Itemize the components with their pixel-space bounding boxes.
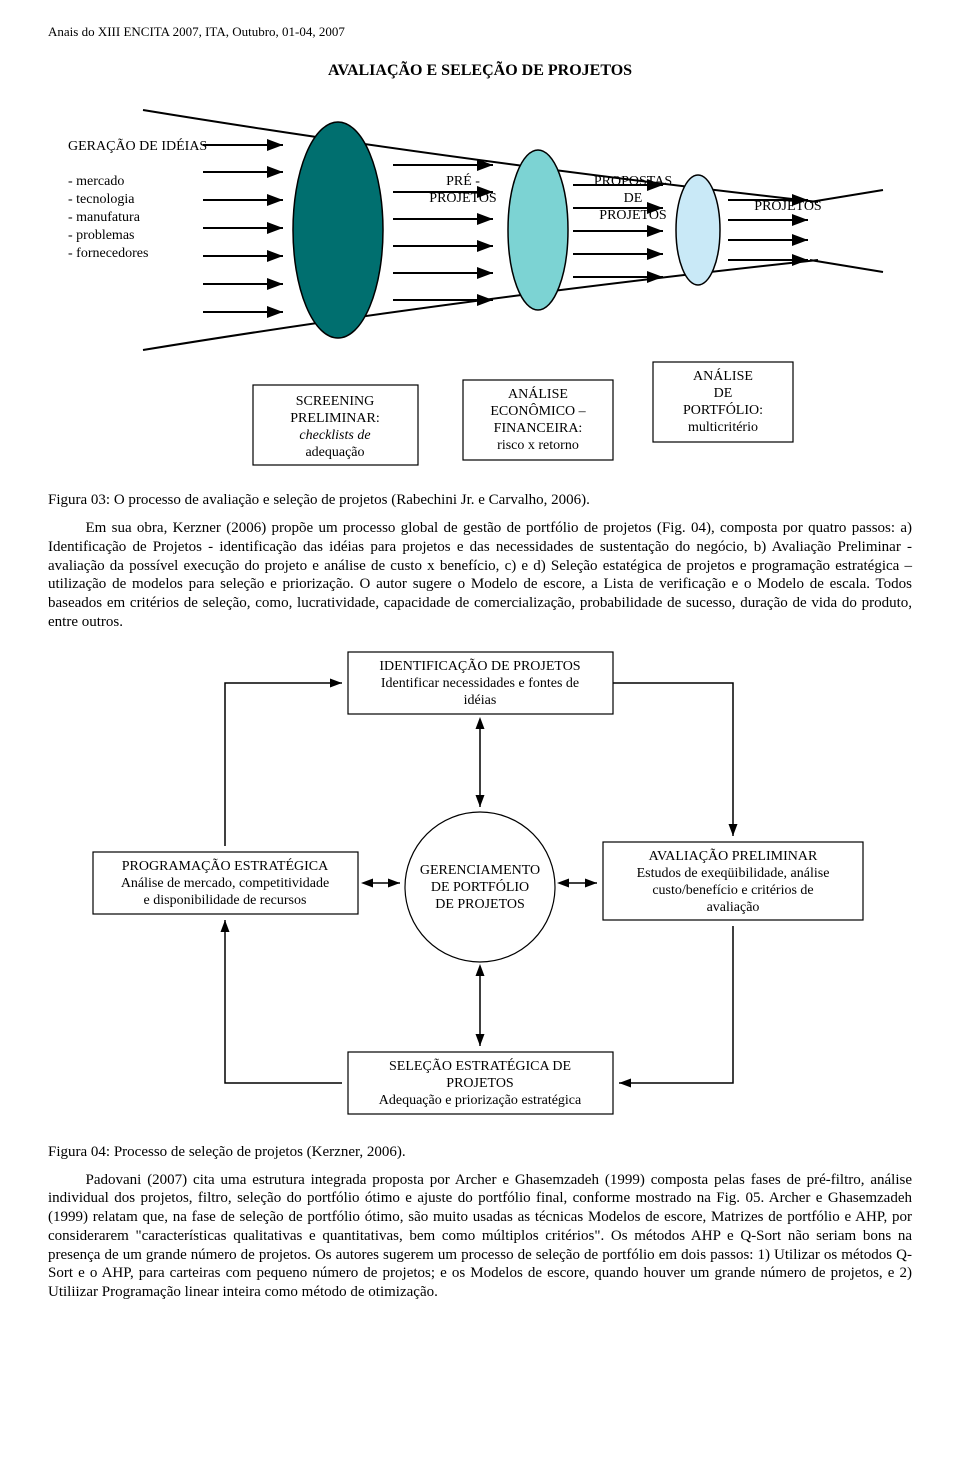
svg-text:SELEÇÃO ESTRATÉGICA DE: SELEÇÃO ESTRATÉGICA DE [389,1057,571,1074]
svg-text:AVALIAÇÃO PRELIMINAR: AVALIAÇÃO PRELIMINAR [649,848,818,864]
svg-text:ANÁLISE: ANÁLISE [693,367,753,384]
svg-text:GERENCIAMENTO: GERENCIAMENTO [420,863,540,878]
svg-text:ECONÔMICO –: ECONÔMICO – [490,402,586,419]
svg-text:PORTFÓLIO:: PORTFÓLIO: [683,401,763,418]
svg-text:DE PORTFÓLIO: DE PORTFÓLIO [431,878,529,895]
funnel-bottom-box-1: SCREENING PRELIMINAR: checklists de adeq… [253,385,418,465]
svg-text:idéias: idéias [464,693,497,708]
flowchart-diagram: IDENTIFICAÇÃO DE PROJETOS Identificar ne… [48,642,912,1132]
funnel-arrows-1 [203,145,283,312]
caption-fig04: Figura 04: Processo de seleção de projet… [48,1144,912,1161]
funnel-left-item-0: - mercado [68,174,124,189]
svg-text:FINANCEIRA:: FINANCEIRA: [494,421,583,436]
funnel-left-title: GERAÇÃO DE IDÉIAS [68,137,207,154]
svg-text:PROJETOS: PROJETOS [446,1076,513,1091]
svg-text:PRELIMINAR:: PRELIMINAR: [290,411,379,426]
section-title: AVALIAÇÃO E SELEÇÃO DE PROJETOS [48,62,912,80]
funnel-stage-1 [293,122,383,338]
svg-text:DE PROJETOS: DE PROJETOS [435,897,525,912]
funnel-arrows-3 [573,185,663,277]
funnel-stage-3 [676,175,720,285]
svg-text:SCREENING: SCREENING [296,394,375,409]
svg-text:PROJETOS: PROJETOS [599,208,666,223]
funnel-left-item-1: - tecnologia [68,192,135,207]
svg-text:avaliação: avaliação [707,900,760,915]
flow-top-box: IDENTIFICAÇÃO DE PROJETOS Identificar ne… [348,652,613,714]
funnel-left-item-3: - problemas [68,228,134,243]
svg-text:Estudos de exeqüibilidade, aná: Estudos de exeqüibilidade, análise [637,866,830,881]
svg-text:DE: DE [624,191,643,206]
svg-text:PRÉ -: PRÉ - [446,172,480,189]
svg-text:risco x retorno: risco x retorno [497,438,579,453]
flow-center-circle: GERENCIAMENTO DE PORTFÓLIO DE PROJETOS [405,812,555,962]
funnel-left-item-4: - fornecedores [68,246,148,261]
svg-text:DE: DE [714,386,733,401]
svg-text:PROJETOS: PROJETOS [429,191,496,206]
svg-text:adequação: adequação [305,445,364,460]
svg-text:checklists de: checklists de [299,428,370,443]
svg-text:Análise de mercado, competitiv: Análise de mercado, competitividade [121,876,329,891]
flow-right-box: AVALIAÇÃO PRELIMINAR Estudos de exeqüibi… [603,842,863,920]
flow-left-box: PROGRAMAÇÃO ESTRATÉGICA Análise de merca… [93,852,358,914]
svg-text:e disponibilidade de recursos: e disponibilidade de recursos [144,893,307,908]
journal-header: Anais do XIII ENCITA 2007, ITA, Outubro,… [48,24,912,40]
svg-text:PROJETOS: PROJETOS [754,199,821,214]
funnel-bottom-box-2: ANÁLISE ECONÔMICO – FINANCEIRA: risco x … [463,380,613,460]
funnel-bottom-box-3: ANÁLISE DE PORTFÓLIO: multicritério [653,362,793,442]
svg-text:Adequação e priorização estrat: Adequação e priorização estratégica [379,1093,582,1108]
flow-bottom-box: SELEÇÃO ESTRATÉGICA DE PROJETOS Adequaçã… [348,1052,613,1114]
svg-text:PROPOSTAS: PROPOSTAS [594,174,672,189]
svg-text:custo/benefício e critérios de: custo/benefício e critérios de [652,883,813,898]
caption-fig03: Figura 03: O processo de avaliação e sel… [48,492,912,509]
funnel-stage-2 [508,150,568,310]
funnel-diagram: GERAÇÃO DE IDÉIAS - mercado - tecnologia… [48,90,912,480]
svg-text:IDENTIFICAÇÃO DE PROJETOS: IDENTIFICAÇÃO DE PROJETOS [379,658,580,674]
svg-text:Identificar necessidades e fon: Identificar necessidades e fontes de [381,676,579,691]
paragraph-1: Em sua obra, Kerzner (2006) propõe um pr… [48,519,912,632]
svg-text:multicritério: multicritério [688,420,758,435]
funnel-left-item-2: - manufatura [68,210,141,225]
paragraph-2: Padovani (2007) cita uma estrutura integ… [48,1171,912,1302]
svg-text:PROGRAMAÇÃO ESTRATÉGICA: PROGRAMAÇÃO ESTRATÉGICA [122,857,329,874]
svg-text:ANÁLISE: ANÁLISE [508,385,568,402]
